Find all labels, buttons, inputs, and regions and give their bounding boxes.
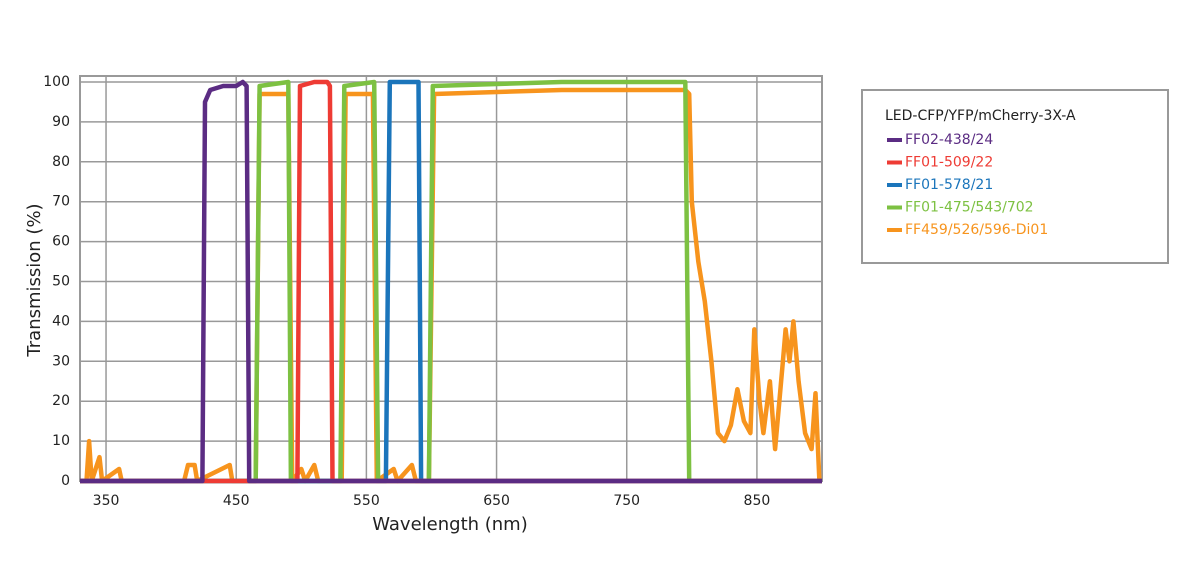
x-tick-label: 350 (93, 493, 120, 509)
x-axis-label: Wavelength (nm) (372, 514, 528, 535)
y-tick-label: 20 (52, 393, 70, 409)
legend-box (861, 89, 1169, 264)
x-tick-label: 550 (353, 493, 380, 509)
y-tick-label: 50 (52, 274, 70, 290)
y-tick-label: 80 (52, 154, 70, 170)
y-tick-label: 40 (52, 313, 70, 329)
plot-frame (79, 75, 823, 482)
x-tick-label: 650 (483, 493, 510, 509)
y-tick-label: 30 (52, 353, 70, 369)
legend-label: FF01-578/21 (905, 177, 993, 193)
legend-label: FF01-509/22 (905, 155, 993, 171)
x-tick-label: 850 (744, 493, 771, 509)
y-tick-label: 0 (61, 473, 70, 489)
x-tick-label: 450 (223, 493, 250, 509)
y-tick-label: 90 (52, 114, 70, 130)
series-line (80, 79, 822, 484)
series-line (80, 87, 822, 484)
legend-label: FF01-475/543/702 (905, 200, 1034, 216)
legend-title: LED-CFP/YFP/mCherry-3X-A (885, 108, 1076, 124)
series-line (80, 79, 822, 484)
y-tick-label: 10 (52, 433, 70, 449)
y-tick-label: 100 (43, 74, 70, 90)
y-tick-label: 60 (52, 234, 70, 250)
legend-label: FF459/526/596-Di01 (905, 222, 1048, 238)
y-tick-label: 70 (52, 194, 70, 210)
series-line (80, 79, 822, 484)
x-tick-label: 750 (613, 493, 640, 509)
legend-label: FF02-438/24 (905, 132, 993, 148)
y-axis-label: Transmission (%) (24, 203, 45, 357)
